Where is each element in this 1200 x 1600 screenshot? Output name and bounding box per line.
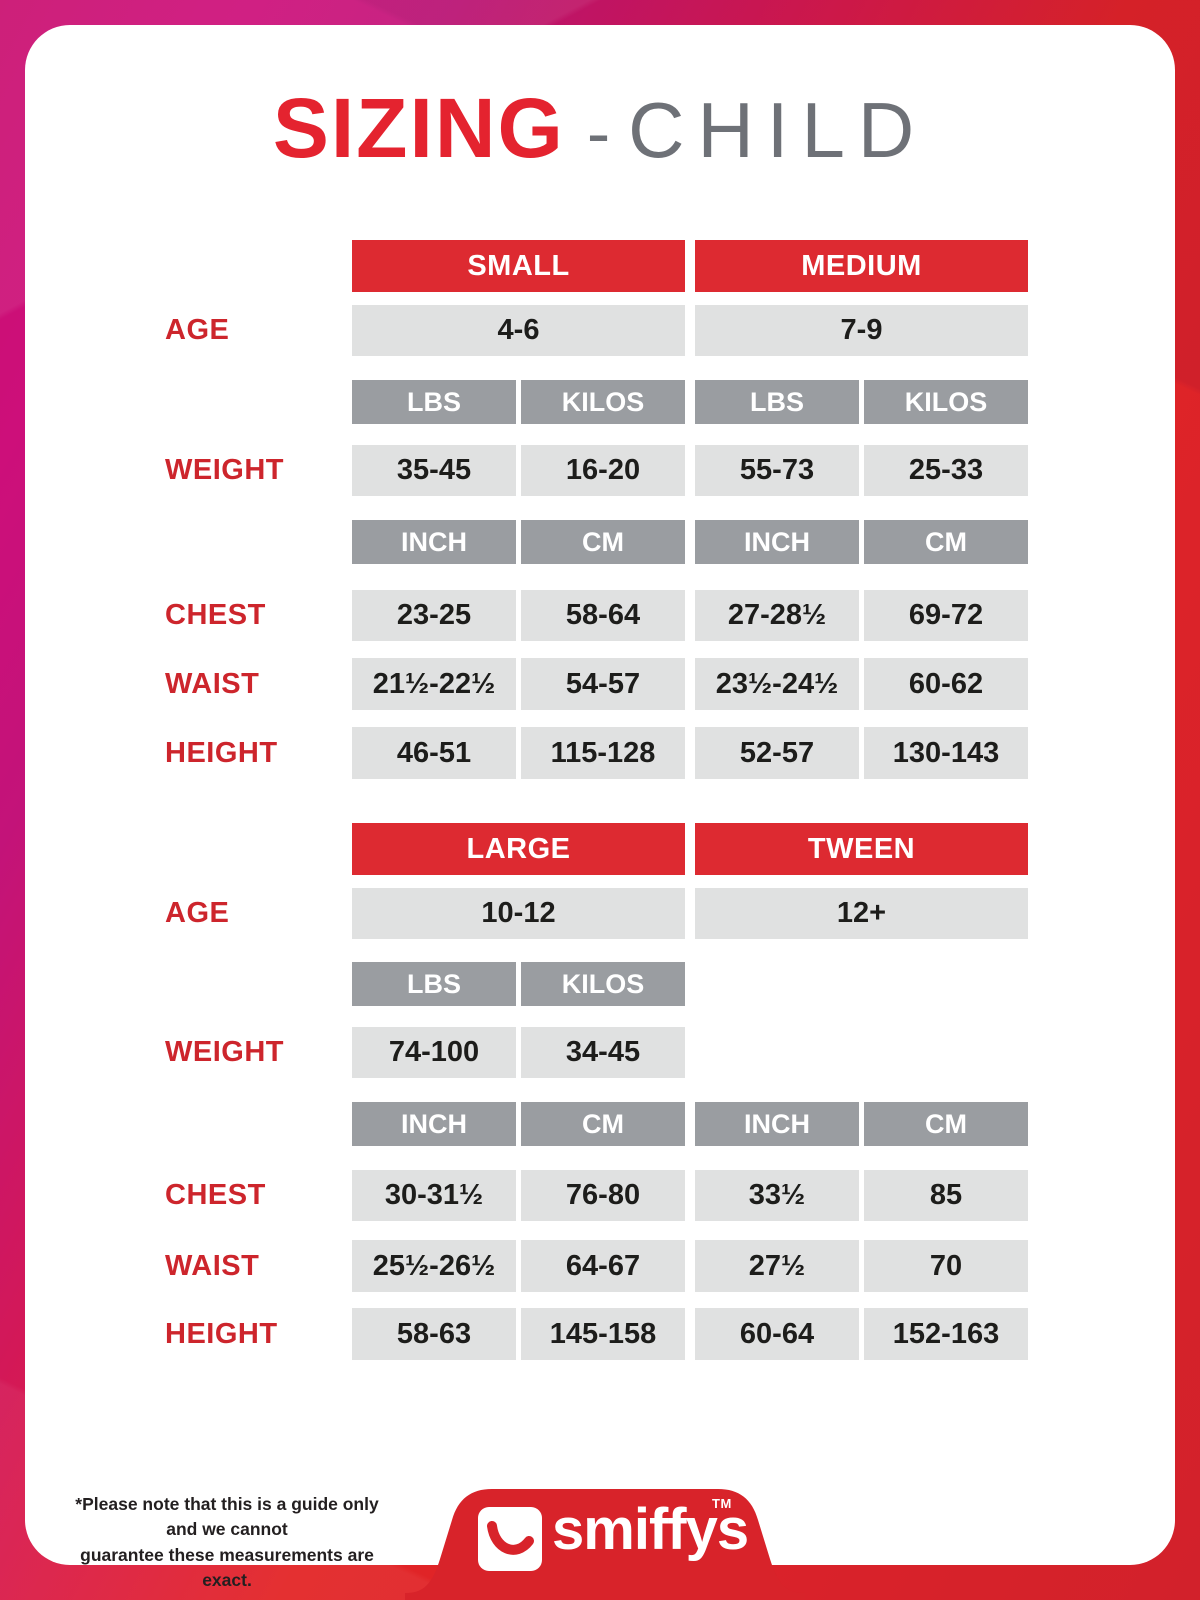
unit-header-kilos: KILOS xyxy=(521,962,685,1006)
unit-header-cm: CM xyxy=(864,520,1028,564)
row-label-age: AGE xyxy=(165,314,230,346)
row-label-waist: WAIST xyxy=(165,1249,260,1282)
weight-value: 16-20 xyxy=(521,445,685,496)
chest-value: 76-80 xyxy=(521,1170,685,1221)
size-table-small-medium: SMALL MEDIUM AGE 4-6 7-9 LBS KILOS LBS K… xyxy=(165,240,1028,779)
chest-row: CHEST 23-25 58-64 27-28½ 69-72 xyxy=(165,590,1028,641)
size-header-small: SMALL xyxy=(352,240,685,292)
chest-value: 23-25 xyxy=(352,590,516,641)
weight-value: 35-45 xyxy=(352,445,516,496)
height-value: 145-158 xyxy=(521,1308,685,1360)
age-row: AGE 4-6 7-9 xyxy=(165,305,1028,356)
weight-unit-header-row: LBS KILOS xyxy=(165,962,1028,1006)
measure-unit-header-row: INCH CM INCH CM xyxy=(165,520,1028,564)
trademark-symbol: TM xyxy=(712,1496,732,1511)
weight-value: 25-33 xyxy=(864,445,1028,496)
smiffys-smile-icon xyxy=(478,1507,542,1571)
weight-value: 34-45 xyxy=(521,1027,685,1078)
size-header-medium: MEDIUM xyxy=(695,240,1028,292)
unit-header-lbs: LBS xyxy=(695,380,859,424)
size-header-row: SMALL MEDIUM xyxy=(165,240,1028,292)
smiffys-wordmark: smiffys xyxy=(552,1497,749,1562)
height-value: 130-143 xyxy=(864,727,1028,779)
unit-header-cm: CM xyxy=(864,1102,1028,1146)
age-value-small: 4-6 xyxy=(352,305,685,356)
weight-unit-header-row: LBS KILOS LBS KILOS xyxy=(165,380,1028,424)
row-label-height: HEIGHT xyxy=(165,1317,278,1350)
label-spacer xyxy=(165,380,352,424)
label-spacer xyxy=(165,823,352,875)
chest-value: 58-64 xyxy=(521,590,685,641)
unit-header-kilos: KILOS xyxy=(521,380,685,424)
waist-value: 54-57 xyxy=(521,658,685,710)
waist-value: 60-62 xyxy=(864,658,1028,710)
unit-header-kilos: KILOS xyxy=(864,380,1028,424)
age-value-tween: 12+ xyxy=(695,888,1028,939)
unit-header-cm: CM xyxy=(521,1102,685,1146)
waist-row: WAIST 21½-22½ 54-57 23½-24½ 60-62 xyxy=(165,658,1028,710)
weight-value: 74-100 xyxy=(352,1027,516,1078)
row-label-chest: CHEST xyxy=(165,599,266,631)
waist-value: 25½-26½ xyxy=(352,1240,516,1292)
label-spacer xyxy=(165,1102,352,1146)
chest-value: 27-28½ xyxy=(695,590,859,641)
chest-value: 33½ xyxy=(695,1170,859,1221)
disclaimer-line-1: *Please note that this is a guide only a… xyxy=(75,1494,379,1540)
row-label-height: HEIGHT xyxy=(165,736,278,769)
row-label-weight: WEIGHT xyxy=(165,454,284,486)
label-spacer xyxy=(165,520,352,564)
height-value: 46-51 xyxy=(352,727,516,779)
size-header-large: LARGE xyxy=(352,823,685,875)
unit-header-inch: INCH xyxy=(352,520,516,564)
unit-header-lbs: LBS xyxy=(352,962,516,1006)
label-spacer xyxy=(165,240,352,292)
page-title: SIZING - CHILD xyxy=(0,80,1200,177)
unit-header-inch: INCH xyxy=(352,1102,516,1146)
footer-disclaimer: *Please note that this is a guide only a… xyxy=(62,1492,392,1594)
row-label-weight: WEIGHT xyxy=(165,1036,284,1068)
age-row: AGE 10-12 12+ xyxy=(165,888,1028,939)
height-value: 52-57 xyxy=(695,727,859,779)
height-value: 115-128 xyxy=(521,727,685,779)
height-value: 58-63 xyxy=(352,1308,516,1360)
waist-value: 21½-22½ xyxy=(352,658,516,710)
weight-row: WEIGHT 74-100 34-45 xyxy=(165,1027,1028,1078)
weight-row: WEIGHT 35-45 16-20 55-73 25-33 xyxy=(165,445,1028,496)
waist-value: 27½ xyxy=(695,1240,859,1292)
size-header-tween: TWEEN xyxy=(695,823,1028,875)
row-label-chest: CHEST xyxy=(165,1179,266,1211)
measure-unit-header-row: INCH CM INCH CM xyxy=(165,1102,1028,1146)
label-spacer xyxy=(165,962,352,1006)
chest-value: 30-31½ xyxy=(352,1170,516,1221)
row-label-age: AGE xyxy=(165,897,230,929)
height-value: 60-64 xyxy=(695,1308,859,1360)
unit-header-inch: INCH xyxy=(695,1102,859,1146)
chest-value: 69-72 xyxy=(864,590,1028,641)
age-value-medium: 7-9 xyxy=(695,305,1028,356)
title-child: CHILD xyxy=(628,86,928,174)
waist-value: 23½-24½ xyxy=(695,658,859,710)
size-table-large-tween: LARGE TWEEN AGE 10-12 12+ LBS KILOS WEIG… xyxy=(165,823,1028,1360)
height-row: HEIGHT 58-63 145-158 60-64 152-163 xyxy=(165,1308,1028,1360)
height-value: 152-163 xyxy=(864,1308,1028,1360)
size-header-row: LARGE TWEEN xyxy=(165,823,1028,875)
title-sizing: SIZING xyxy=(272,81,565,175)
unit-header-cm: CM xyxy=(521,520,685,564)
unit-header-lbs: LBS xyxy=(352,380,516,424)
age-value-large: 10-12 xyxy=(352,888,685,939)
waist-row: WAIST 25½-26½ 64-67 27½ 70 xyxy=(165,1240,1028,1292)
disclaimer-line-2: guarantee these measurements are exact. xyxy=(80,1544,374,1591)
unit-header-inch: INCH xyxy=(695,520,859,564)
title-separator: - xyxy=(586,94,611,172)
waist-value: 70 xyxy=(864,1240,1028,1292)
row-label-waist: WAIST xyxy=(165,667,260,700)
waist-value: 64-67 xyxy=(521,1240,685,1292)
chest-value: 85 xyxy=(864,1170,1028,1221)
height-row: HEIGHT 46-51 115-128 52-57 130-143 xyxy=(165,727,1028,779)
weight-value: 55-73 xyxy=(695,445,859,496)
chest-row: CHEST 30-31½ 76-80 33½ 85 xyxy=(165,1170,1028,1221)
